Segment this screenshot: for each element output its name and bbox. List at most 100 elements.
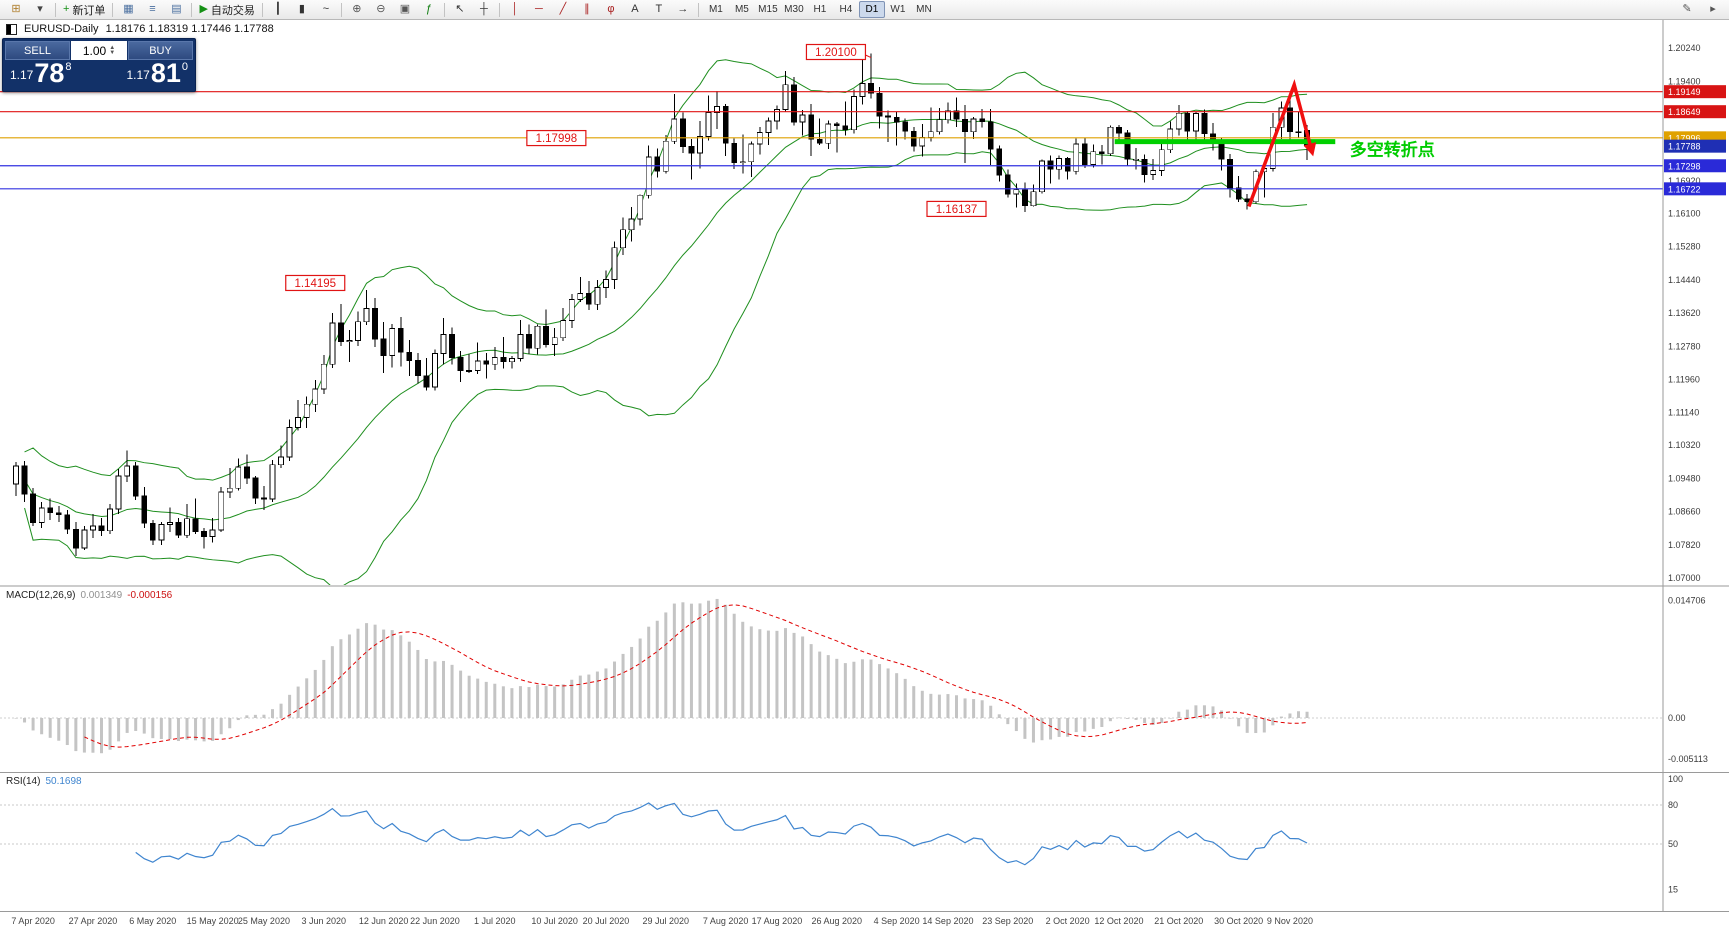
volume-value: 1.00 [82, 43, 107, 58]
price-tag: 1.18649 [1664, 105, 1726, 119]
indicators-icon[interactable]: ƒ [425, 3, 432, 15]
toolbar-separator [443, 2, 445, 17]
timeframe-m1[interactable]: M1 [708, 4, 723, 15]
svg-text:10 Jul 2020: 10 Jul 2020 [531, 916, 578, 926]
cursor-icon[interactable]: ↖ [455, 3, 465, 15]
market-watch-icon[interactable]: ≡ [149, 3, 156, 15]
svg-text:1.11960: 1.11960 [1668, 374, 1700, 384]
timeframe-h1[interactable]: H1 [813, 4, 827, 15]
svg-text:30 Oct 2020: 30 Oct 2020 [1214, 916, 1263, 926]
charts-grid-icon[interactable]: ▦ [123, 3, 134, 15]
timeframe-w1[interactable]: W1 [890, 4, 906, 15]
svg-text:26 Aug 2020: 26 Aug 2020 [812, 916, 863, 926]
rsi-axis-label: 80 [1668, 800, 1678, 810]
toolbar-separator [498, 2, 500, 17]
price-annotation[interactable]: 1.20100 [805, 43, 872, 61]
svg-text:1.15280: 1.15280 [1668, 242, 1701, 252]
new-order-button[interactable]: + 新订单 [63, 3, 106, 17]
macd-label: MACD(12,26,9) 0.001349 -0.000156 [6, 590, 173, 601]
svg-text:6 May 2020: 6 May 2020 [129, 916, 176, 926]
svg-text:20 Jul 2020: 20 Jul 2020 [583, 916, 630, 926]
tile-windows-icon[interactable]: ▣ [399, 3, 411, 15]
trendline-icon[interactable]: ╱ [559, 3, 567, 15]
rsi-axis-label: 100 [1668, 774, 1683, 784]
svg-text:12 Oct 2020: 12 Oct 2020 [1094, 916, 1143, 926]
fibonacci-icon[interactable]: φ [607, 3, 615, 15]
svg-text:7 Apr 2020: 7 Apr 2020 [11, 916, 55, 926]
price-tag: 1.19149 [1664, 85, 1726, 99]
rsi-value: 50.1698 [45, 776, 82, 787]
forward-icon[interactable]: ▸ [1710, 3, 1716, 15]
price-tag: 1.16722 [1664, 182, 1726, 196]
toolbar: ⊞ ▾ + 新订单 ▦ ≡ ▤ ▶ 自动交易 ┃ ▮ ~ ⊕ ⊖ ▣ ƒ ↖ ┼ │ ─ ╱ ∥ φ A T → M1 M5 M15 M… [0, 0, 1729, 20]
svg-text:1.16920: 1.16920 [1668, 176, 1701, 186]
candlestick-series [13, 53, 1310, 556]
volume-stepper[interactable]: ▲ ▼ [109, 44, 116, 56]
svg-text:1.18649: 1.18649 [1668, 107, 1701, 117]
price-axis[interactable]: 1.20240 1.19400 1.16920 1.16100 1.15280 1.144… [1664, 43, 1726, 583]
macd-histogram [0, 598, 1663, 754]
svg-text:1.19400: 1.19400 [1668, 77, 1701, 87]
svg-text:1.13620: 1.13620 [1668, 308, 1701, 318]
text-icon[interactable]: A [631, 3, 639, 15]
rsi-axis-label: 50 [1668, 839, 1678, 849]
chart-dropdown-icon[interactable]: ▾ [37, 3, 43, 15]
svg-text:1 Jul 2020: 1 Jul 2020 [474, 916, 516, 926]
trend-arrow[interactable] [1247, 79, 1317, 208]
price-annotation[interactable]: 1.17998 [526, 129, 587, 147]
timeframe-toolbar: M1 M5 M15 M30 H1 H4 D1 W1 MN [703, 1, 937, 18]
svg-text:1.16100: 1.16100 [1668, 209, 1701, 219]
label-icon[interactable]: T [655, 3, 663, 15]
svg-text:2 Oct 2020: 2 Oct 2020 [1046, 916, 1090, 926]
svg-text:1.16137: 1.16137 [936, 204, 978, 216]
date-axis[interactable]: 7 Apr 2020 27 Apr 2020 6 May 2020 15 May 20… [11, 916, 1313, 926]
macd-axis-label: -0.005113 [1668, 754, 1708, 764]
zoom-out-icon[interactable]: ⊖ [376, 3, 386, 15]
candlestick-icon[interactable]: ▮ [298, 3, 305, 15]
svg-text:3 Jun 2020: 3 Jun 2020 [302, 916, 347, 926]
one-click-trading-panel: SELL 1.00 ▲ ▼ BUY 1.17 78 8 1.17 81 0 [2, 38, 196, 92]
new-chart-icon[interactable]: ⊞ [11, 3, 21, 15]
timeframe-d1[interactable]: D1 [858, 1, 885, 18]
rsi-label: RSI(14) 50.1698 [6, 776, 82, 787]
svg-text:4 Sep 2020: 4 Sep 2020 [874, 916, 920, 926]
svg-text:7 Aug 2020: 7 Aug 2020 [703, 916, 749, 926]
timeframe-m15[interactable]: M15 [758, 4, 778, 15]
volume-input[interactable]: 1.00 ▲ ▼ [71, 41, 127, 60]
buy-button[interactable]: BUY [128, 41, 193, 60]
svg-text:21 Oct 2020: 21 Oct 2020 [1154, 916, 1203, 926]
vertical-line-icon[interactable]: │ [511, 3, 519, 15]
timeframe-m5[interactable]: M5 [734, 4, 749, 15]
svg-text:1.19149: 1.19149 [1668, 87, 1701, 97]
toolbar-separator [261, 2, 263, 17]
candlestick-icon [6, 23, 17, 35]
autotrade-button[interactable]: ▶ 自动交易 [199, 3, 255, 17]
zoom-in-icon[interactable]: ⊕ [352, 3, 362, 15]
macd-main-value: 0.001349 [80, 590, 123, 601]
symbol-ohlc-header: EURUSD-Daily 1.18176 1.18319 1.17446 1.1… [6, 23, 274, 35]
line-chart-icon[interactable]: ~ [322, 3, 330, 15]
navigator-icon[interactable]: ▤ [171, 3, 182, 15]
timeframe-m30[interactable]: M30 [784, 4, 804, 15]
arrows-icon[interactable]: → [677, 3, 689, 15]
svg-text:1.10320: 1.10320 [1668, 440, 1701, 450]
edit-icon[interactable]: ✎ [1682, 3, 1692, 15]
svg-text:22 Jun 2020: 22 Jun 2020 [410, 916, 460, 926]
horizontal-line-icon[interactable]: ─ [535, 3, 543, 15]
ohlc-bars-icon[interactable]: ┃ [274, 3, 282, 15]
ask-price: 1.17 81 0 [126, 58, 188, 88]
timeframe-h4[interactable]: H4 [839, 4, 853, 15]
toolbar-separator [191, 2, 193, 17]
horizontal-level-lines[interactable] [0, 91, 1663, 190]
crosshair-icon[interactable]: ┼ [480, 3, 488, 15]
price-tag: 1.17788 [1664, 139, 1726, 153]
price-annotation[interactable]: 1.16137 [926, 200, 987, 218]
turning-point-label[interactable]: 多空转折点 [1350, 139, 1435, 159]
price-annotation[interactable]: 1.14195 [285, 274, 346, 292]
sell-button[interactable]: SELL [5, 41, 70, 60]
macd-axis-label: 0.014706 [1668, 595, 1706, 605]
svg-text:1.14440: 1.14440 [1668, 275, 1701, 285]
channel-icon[interactable]: ∥ [584, 3, 590, 15]
timeframe-mn[interactable]: MN [916, 4, 932, 15]
